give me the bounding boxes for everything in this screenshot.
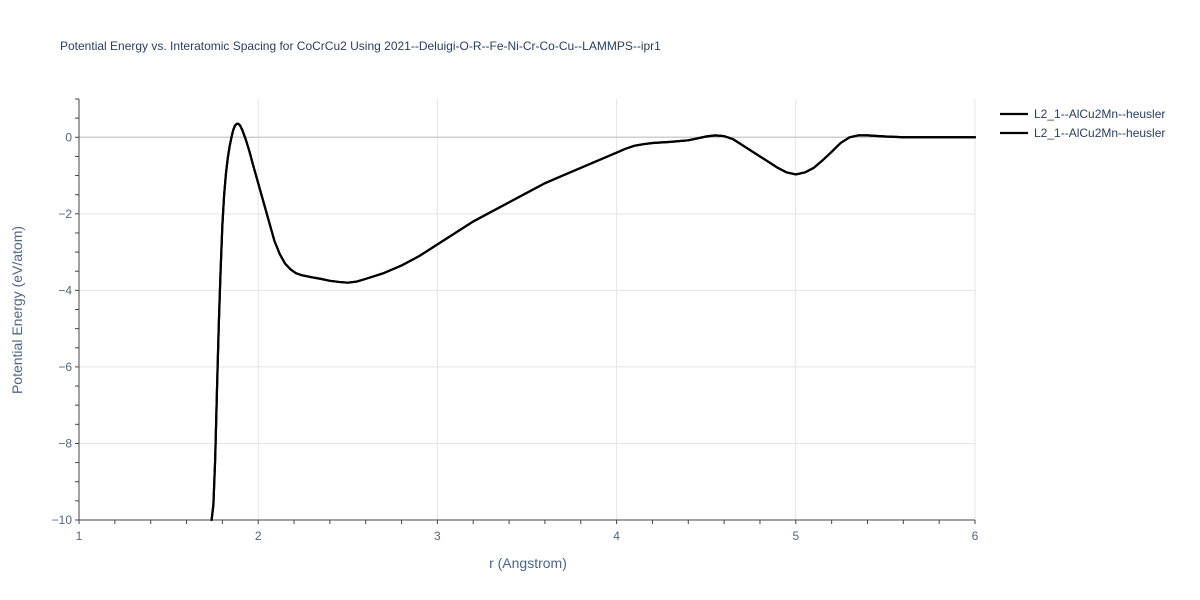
- legend-item[interactable]: L2_1--AlCu2Mn--heusler: [1000, 126, 1165, 140]
- x-tick-label: 3: [434, 529, 441, 543]
- legend-item[interactable]: L2_1--AlCu2Mn--heusler: [1000, 107, 1165, 121]
- x-tick-label: 6: [972, 529, 979, 543]
- y-tick-label: −4: [58, 283, 72, 297]
- x-tick-label: 4: [613, 529, 620, 543]
- x-axis-title: r (Angstrom): [489, 555, 567, 571]
- y-tick-label: −2: [58, 207, 72, 221]
- x-tick-label: 1: [76, 529, 83, 543]
- y-tick-label: −10: [52, 513, 73, 527]
- x-tick-label: 5: [792, 529, 799, 543]
- x-tick-label: 2: [255, 529, 262, 543]
- legend-label: L2_1--AlCu2Mn--heusler: [1034, 126, 1165, 140]
- legend-label: L2_1--AlCu2Mn--heusler: [1034, 107, 1165, 121]
- y-tick-label: −8: [58, 436, 72, 450]
- series-line-1: [210, 122, 977, 522]
- y-tick-label: 0: [65, 130, 72, 144]
- grid-layer: [79, 99, 976, 520]
- axis-layer: 1 2 3 4 5 6 −10 −8 −6 −4 −2 0: [52, 98, 979, 543]
- series-line-2: [210, 122, 977, 522]
- y-tick-label: −6: [58, 360, 72, 374]
- legend[interactable]: L2_1--AlCu2Mn--heusler L2_1--AlCu2Mn--heu…: [1000, 107, 1165, 140]
- chart-title: Potential Energy vs. Interatomic Spacing…: [60, 39, 661, 53]
- series-layer: [210, 122, 977, 522]
- y-axis-title: Potential Energy (eV/atom): [9, 226, 25, 394]
